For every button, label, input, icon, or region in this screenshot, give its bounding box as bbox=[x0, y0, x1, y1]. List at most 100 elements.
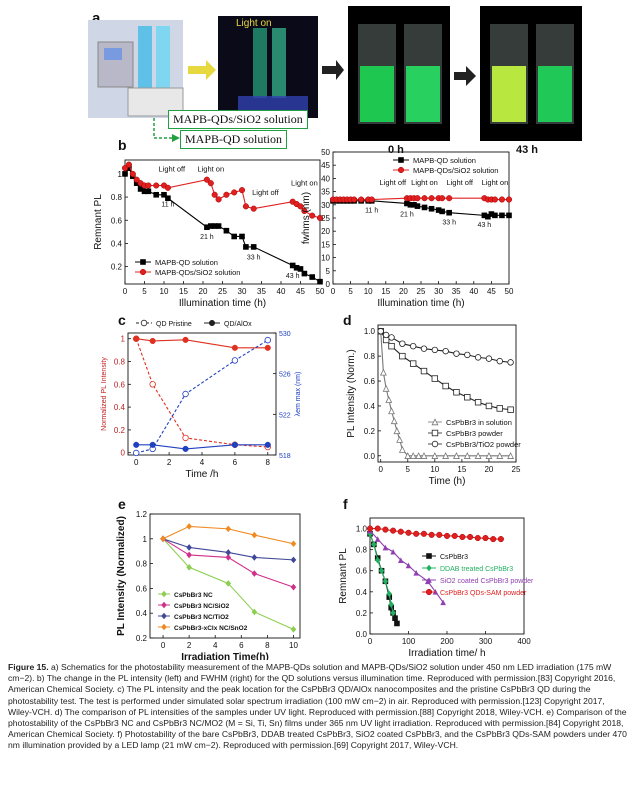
data-point-e-3 bbox=[186, 523, 192, 530]
data-point-b-left-0 bbox=[215, 223, 222, 229]
data-point-d-0 bbox=[485, 452, 493, 459]
x-tick-label: 2 bbox=[167, 458, 172, 467]
legend-label: CsPbBr3 powder bbox=[446, 429, 503, 438]
y-tick-label: 0.4 bbox=[136, 609, 148, 618]
data-point-c-1 bbox=[182, 336, 189, 343]
y-tick-label: 10 bbox=[321, 254, 330, 263]
figure-caption: Figure 15. a) Schematics for the photost… bbox=[8, 662, 630, 752]
y-tick-label: 0.4 bbox=[114, 403, 126, 412]
x-tick-label: 35 bbox=[452, 287, 461, 296]
series-line-f-3 bbox=[370, 527, 501, 540]
y-tick-label: 0.8 bbox=[364, 352, 376, 361]
data-point-b-left-1 bbox=[223, 191, 230, 198]
data-point-b-left-0 bbox=[301, 270, 308, 277]
data-point-d-2 bbox=[409, 342, 417, 350]
data-point-c-3 bbox=[149, 441, 156, 448]
y2-tick-label: 530 bbox=[279, 331, 291, 338]
y-tick-label: 45 bbox=[321, 161, 330, 170]
data-point-d-0 bbox=[388, 407, 395, 415]
legend-marker bbox=[161, 590, 167, 598]
legend-marker bbox=[425, 588, 433, 596]
data-point-b-right-1 bbox=[351, 196, 358, 203]
series-line-c-2 bbox=[136, 339, 269, 454]
panel-a-letter: a bbox=[92, 10, 101, 27]
caption-text: a) Schematics for the photostability mea… bbox=[8, 662, 627, 751]
y-tick-label: 0.2 bbox=[136, 634, 148, 643]
y-tick-label: 0.2 bbox=[364, 427, 376, 436]
x-tick-label: 6 bbox=[239, 641, 244, 650]
data-point-b-left-0 bbox=[289, 262, 296, 269]
y-axis-label: Normalized PL Intensity bbox=[101, 357, 108, 431]
data-point-d-0 bbox=[382, 384, 390, 392]
data-point-d-0 bbox=[420, 452, 428, 459]
data-point-e-1 bbox=[290, 583, 297, 591]
data-point-b-right-1 bbox=[446, 195, 453, 202]
y-tick-label: 0 bbox=[121, 449, 126, 458]
data-point-c-0 bbox=[182, 434, 189, 442]
data-point-b-right-1 bbox=[421, 195, 428, 202]
data-point-c-2 bbox=[182, 390, 189, 398]
x-tick-label: 0 bbox=[134, 458, 139, 467]
data-point-f-3 bbox=[490, 536, 497, 543]
x-tick-label: 10 bbox=[364, 287, 373, 296]
data-point-b-right-1 bbox=[498, 196, 506, 203]
plot-frame-c bbox=[127, 332, 277, 456]
x-tick-label: 20 bbox=[399, 287, 408, 296]
x-tick-label: 20 bbox=[484, 465, 493, 474]
data-point-f-1 bbox=[371, 541, 377, 548]
data-point-d-1 bbox=[496, 405, 503, 412]
data-point-f-3 bbox=[451, 532, 458, 539]
data-point-f-3 bbox=[390, 527, 397, 534]
y-tick-label: 0.8 bbox=[356, 546, 368, 555]
data-point-e-3 bbox=[225, 525, 232, 533]
data-point-d-2 bbox=[420, 345, 428, 352]
data-point-b-left-1 bbox=[145, 182, 152, 189]
data-point-b-left-0 bbox=[133, 180, 140, 186]
data-point-b-left-1 bbox=[133, 176, 140, 183]
data-point-f-1 bbox=[382, 577, 389, 585]
data-point-c-2 bbox=[264, 336, 271, 344]
legend-marker bbox=[161, 601, 167, 609]
x-tick-label: 300 bbox=[479, 637, 493, 646]
panel-a: a Light on 0 h 43 bbox=[88, 6, 588, 156]
legend-marker bbox=[161, 623, 167, 631]
light-on-label: Light on bbox=[236, 18, 272, 29]
data-point-f-3 bbox=[459, 533, 466, 541]
legend-label: QD Pristine bbox=[156, 321, 192, 328]
data-point-b-left-0 bbox=[204, 224, 210, 231]
data-point-b-left-0 bbox=[141, 188, 148, 195]
legend-label: CsPbBr3 bbox=[440, 554, 468, 561]
data-point-f-0 bbox=[392, 615, 398, 621]
data-point-d-0 bbox=[507, 452, 515, 459]
data-point-d-0 bbox=[396, 435, 404, 443]
x-tick-label: 5 bbox=[348, 287, 353, 296]
data-point-b-left-0 bbox=[211, 223, 218, 229]
annotation: Light on bbox=[482, 178, 509, 187]
data-point-b-left-0 bbox=[309, 274, 315, 280]
data-point-b-right-0 bbox=[407, 202, 414, 208]
legend-marker bbox=[426, 553, 432, 559]
y-tick-label: 0.4 bbox=[111, 239, 123, 248]
data-point-e-0 bbox=[186, 564, 192, 571]
x-tick-label: 25 bbox=[218, 287, 227, 296]
panel-letter-b-left: b bbox=[118, 137, 127, 153]
data-point-d-2 bbox=[388, 334, 395, 341]
legend-marker bbox=[397, 166, 405, 174]
x-tick-label: 40 bbox=[469, 287, 478, 296]
panel-letter-c: c bbox=[118, 312, 126, 328]
data-point-d-1 bbox=[399, 352, 406, 360]
y-tick-label: 20 bbox=[321, 227, 330, 236]
data-point-b-right-0 bbox=[446, 209, 452, 216]
data-point-b-right-1 bbox=[491, 196, 498, 203]
y-tick-label: 25 bbox=[321, 214, 330, 223]
legend-label: CsPbBr3 in solution bbox=[446, 418, 512, 427]
y-tick-label: 0.4 bbox=[364, 402, 376, 411]
data-point-f-3 bbox=[428, 531, 435, 538]
data-point-c-1 bbox=[231, 344, 238, 351]
data-point-b-right-0 bbox=[411, 202, 417, 208]
data-point-c-3 bbox=[182, 445, 189, 452]
data-point-c-2 bbox=[133, 449, 140, 457]
y-tick-label: 0.6 bbox=[364, 377, 376, 386]
x-axis-label: Time (h) bbox=[429, 476, 466, 487]
x-tick-label: 50 bbox=[316, 287, 325, 296]
